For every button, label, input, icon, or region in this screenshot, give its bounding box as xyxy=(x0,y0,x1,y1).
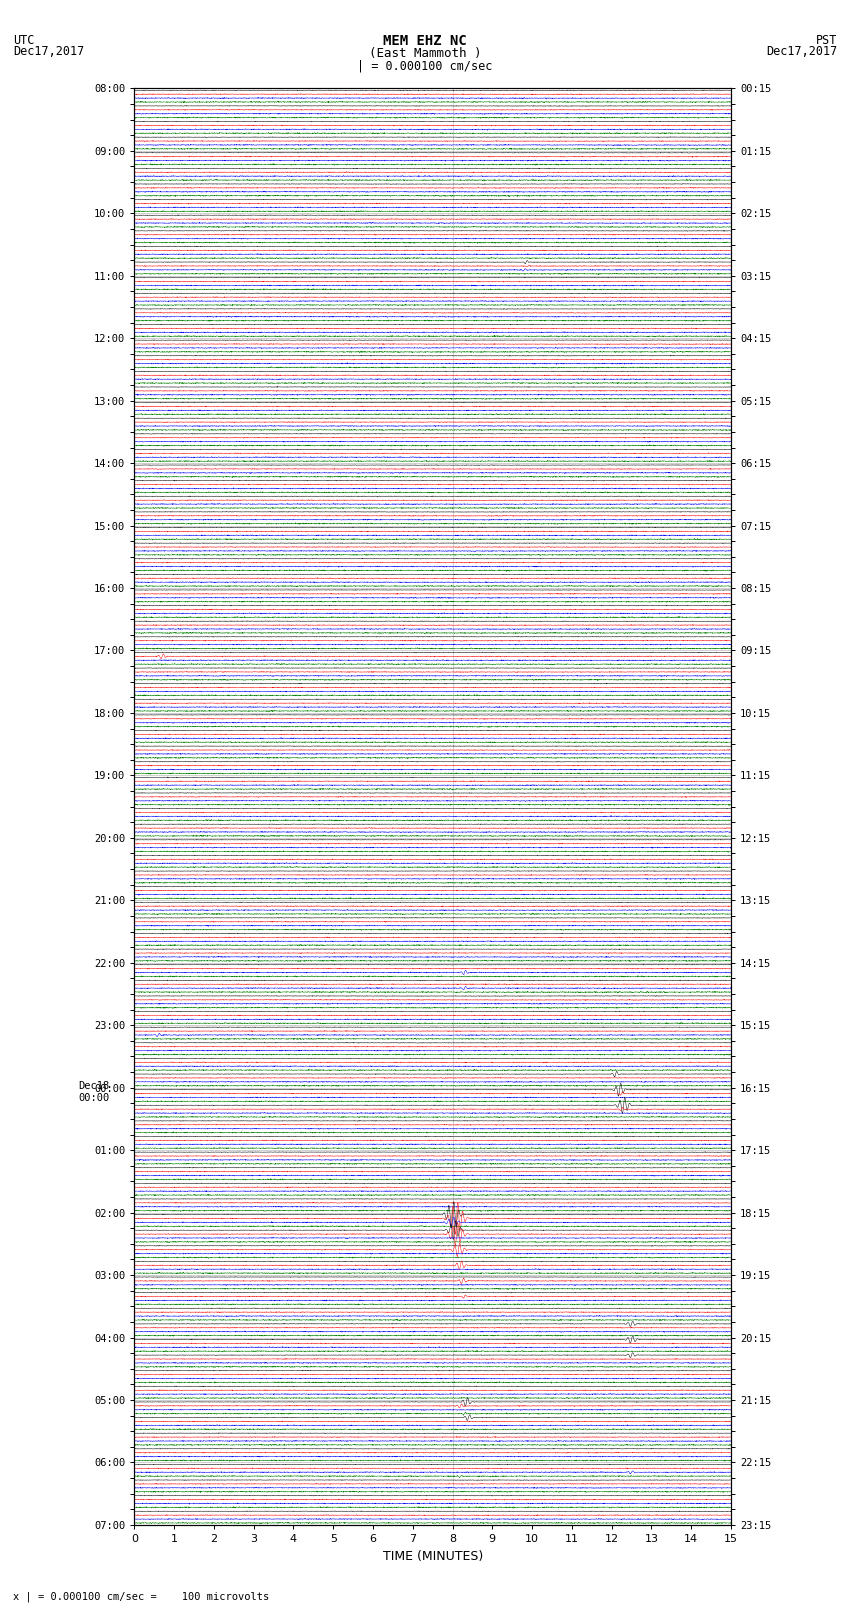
X-axis label: TIME (MINUTES): TIME (MINUTES) xyxy=(382,1550,483,1563)
Text: PST: PST xyxy=(816,34,837,47)
Text: Dec17,2017: Dec17,2017 xyxy=(13,45,84,58)
Text: Dec18: Dec18 xyxy=(79,1081,110,1090)
Text: x | = 0.000100 cm/sec =    100 microvolts: x | = 0.000100 cm/sec = 100 microvolts xyxy=(13,1590,269,1602)
Text: (East Mammoth ): (East Mammoth ) xyxy=(369,47,481,60)
Text: | = 0.000100 cm/sec: | = 0.000100 cm/sec xyxy=(357,60,493,73)
Text: MEM EHZ NC: MEM EHZ NC xyxy=(383,34,467,48)
Text: UTC: UTC xyxy=(13,34,34,47)
Text: Dec17,2017: Dec17,2017 xyxy=(766,45,837,58)
Text: 00:00: 00:00 xyxy=(79,1094,110,1103)
